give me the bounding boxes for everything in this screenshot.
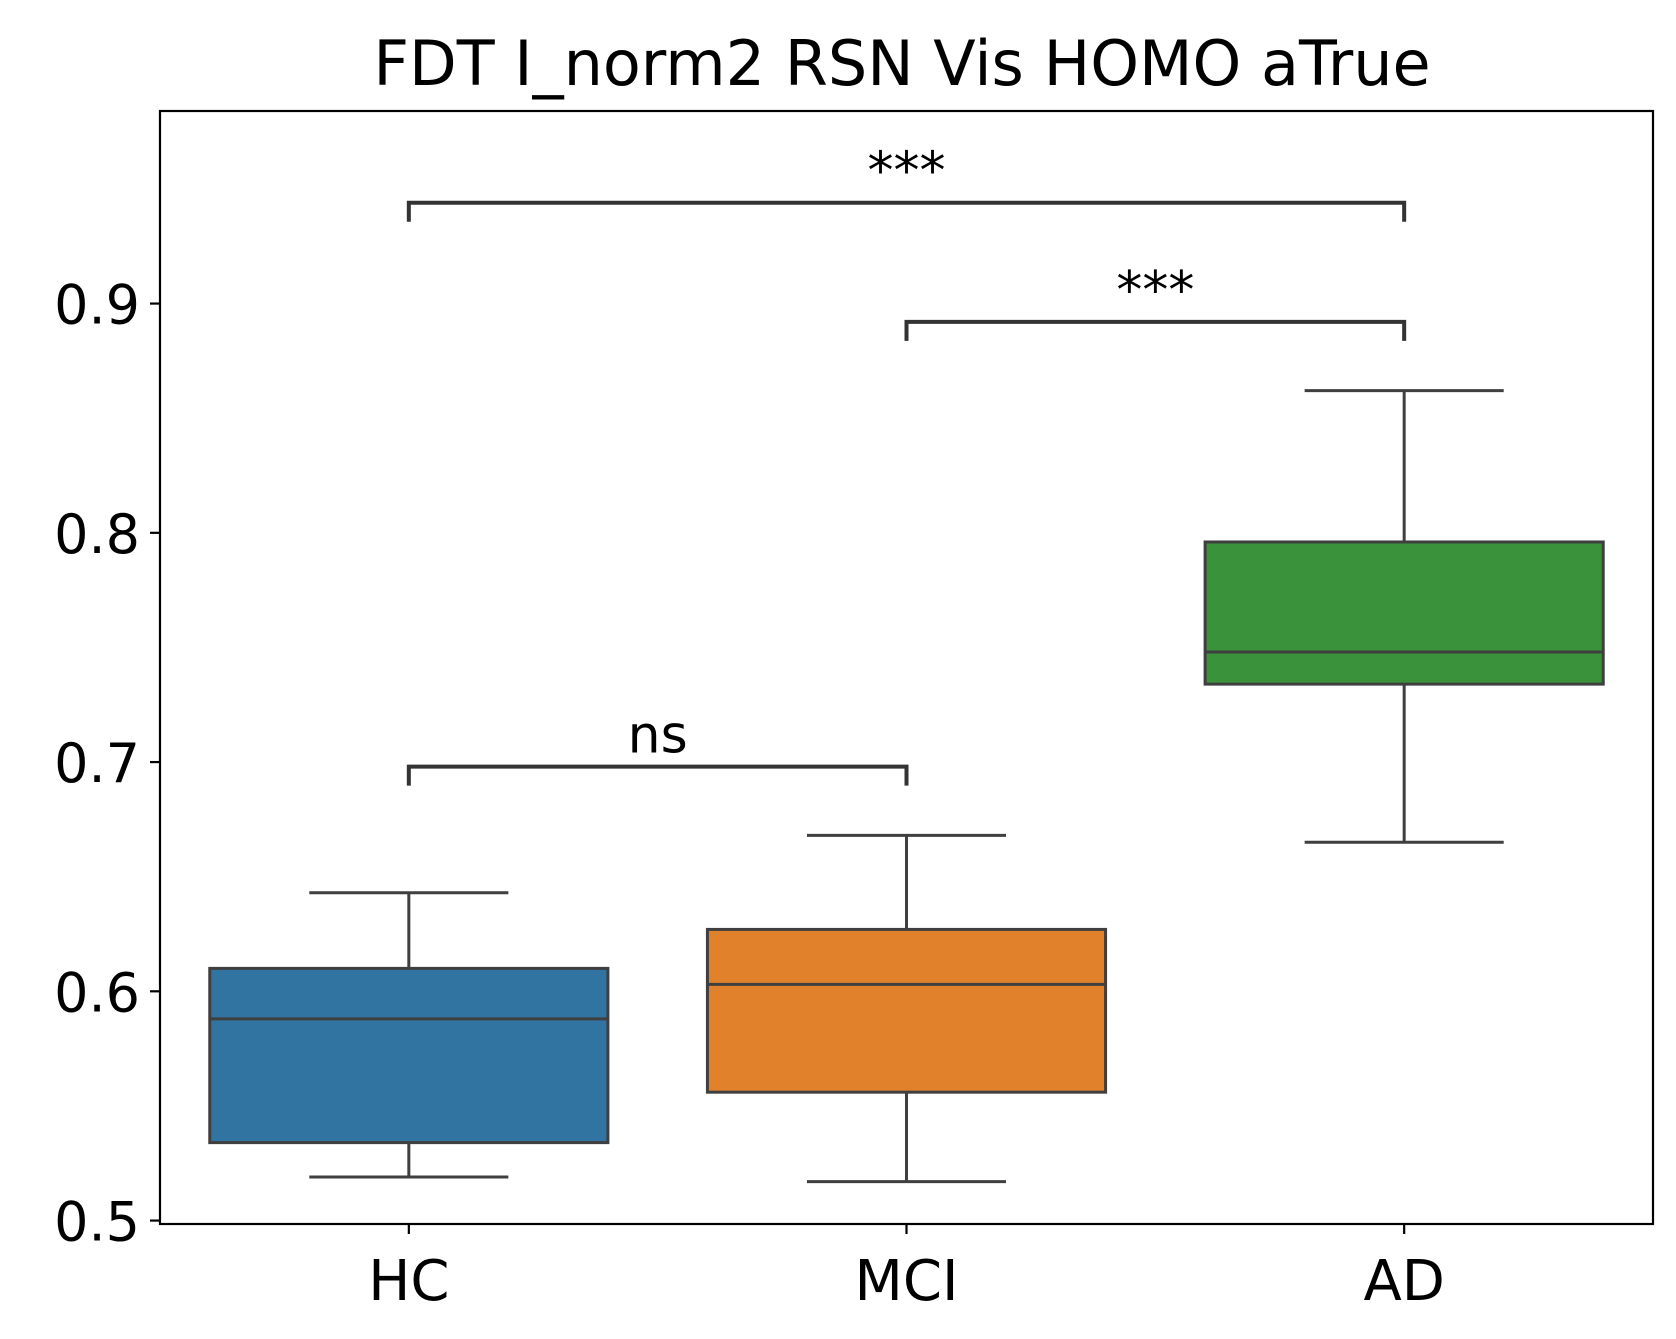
y-tick-label: 0.8	[54, 503, 140, 566]
significance-bracket	[406, 200, 1407, 222]
significance-label: ns	[628, 706, 688, 766]
y-tick-label: 0.7	[54, 732, 140, 795]
x-tick-label: AD	[1363, 1249, 1444, 1314]
significance-label: ***	[1116, 261, 1194, 321]
box-mci	[705, 927, 1108, 1094]
x-tick-label: HC	[368, 1249, 449, 1314]
plot-area: ns *** ***	[208, 142, 1605, 1184]
y-tick-label: 0.5	[54, 1191, 140, 1254]
significance-bracket	[904, 319, 1407, 341]
box-hc	[208, 966, 610, 1145]
chart-title: FDT I_norm2 RSN Vis HOMO aTrue	[373, 27, 1430, 100]
y-tick-label: 0.6	[54, 961, 140, 1024]
axes: 0.5 0.6 0.7 0.8 0.9 HC MCI AD	[54, 274, 1445, 1314]
significance-bracket	[406, 764, 909, 786]
x-tick-label: MCI	[855, 1249, 959, 1314]
y-tick-label: 0.9	[54, 274, 140, 337]
significance-label: ***	[868, 142, 946, 202]
box-ad	[1203, 540, 1605, 686]
